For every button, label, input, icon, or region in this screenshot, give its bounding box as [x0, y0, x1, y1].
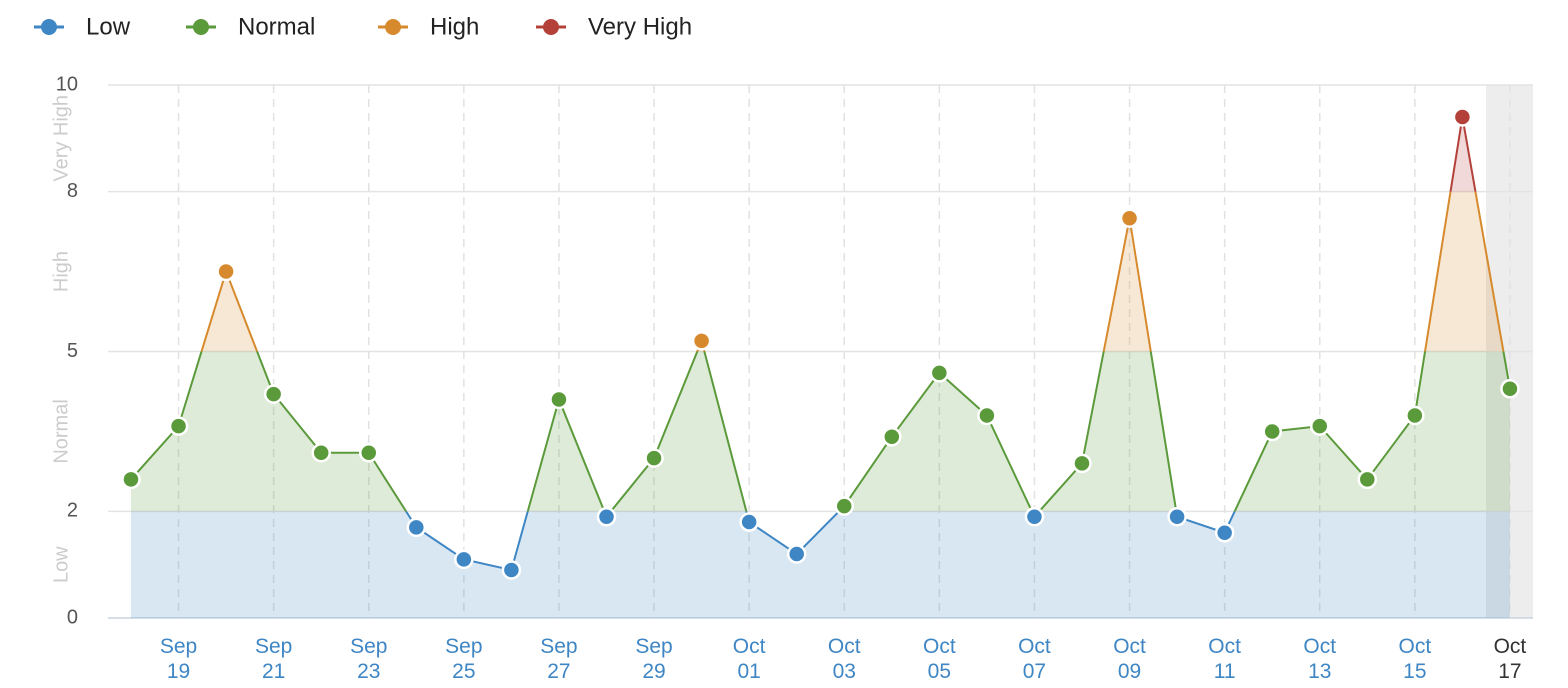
x-tick-label: Oct 05 — [923, 635, 956, 683]
point — [1072, 453, 1092, 474]
x-tick-label: Sep 19 — [159, 635, 198, 683]
y-tick-label: 10 — [56, 73, 78, 95]
level-axis-label: Low — [50, 546, 72, 583]
y-tick-label: 0 — [67, 606, 78, 628]
point — [454, 549, 474, 570]
x-tick-label: Oct 15 — [1398, 635, 1432, 683]
x-tick-label: Sep 21 — [254, 635, 293, 683]
point — [311, 443, 331, 463]
area — [131, 511, 1510, 618]
point — [121, 469, 141, 490]
point — [929, 363, 950, 383]
legend-marker — [41, 19, 57, 35]
legend-label: High — [430, 13, 479, 40]
legend-marker — [543, 19, 559, 35]
level-axis-label: High — [50, 251, 72, 292]
line — [404, 511, 1236, 572]
point — [1214, 522, 1235, 543]
x-tick-label: Sep 25 — [445, 635, 483, 683]
area — [1450, 116, 1476, 192]
level-axis-label: Normal — [50, 399, 72, 463]
point — [1119, 208, 1140, 228]
x-tick-label: Oct 07 — [1018, 635, 1051, 683]
point — [501, 560, 522, 580]
point — [1452, 107, 1473, 127]
level-axis-label: Very High — [50, 95, 72, 182]
legend-label: Low — [86, 13, 131, 40]
y-tick-label: 5 — [67, 340, 78, 362]
point — [644, 448, 664, 468]
point — [216, 261, 236, 282]
x-tick-label: Oct 01 — [732, 635, 766, 683]
x-tick-label: Oct 11 — [1208, 635, 1241, 683]
x-tick-label: Sep 27 — [540, 635, 578, 683]
point — [1024, 506, 1045, 527]
point — [786, 544, 807, 564]
point — [1167, 506, 1187, 527]
point — [596, 506, 617, 527]
legend-marker — [193, 19, 209, 35]
y-tick-label: 8 — [67, 180, 78, 202]
x-tick-label: Oct 13 — [1303, 635, 1337, 683]
point — [549, 389, 569, 410]
point — [1310, 416, 1330, 436]
point — [359, 443, 379, 463]
x-tick-label: Sep 29 — [635, 635, 673, 683]
x-tick-label: Oct 03 — [827, 635, 861, 683]
point — [1262, 421, 1282, 442]
point — [263, 384, 284, 404]
point — [977, 405, 997, 426]
point — [406, 517, 427, 538]
legend-label: Very High — [588, 13, 692, 40]
y-tick-label: 2 — [67, 500, 78, 522]
legend-marker — [385, 19, 401, 35]
point — [739, 512, 759, 532]
point — [168, 416, 189, 436]
point — [1405, 405, 1425, 426]
x-tick-label: Oct 17 — [1493, 635, 1527, 683]
point — [834, 496, 854, 516]
x-tick-label: Sep 23 — [350, 635, 388, 683]
area — [131, 351, 1510, 512]
x-tick-label: Oct 09 — [1113, 635, 1146, 683]
point — [1357, 469, 1378, 490]
point — [882, 427, 902, 447]
point — [1500, 379, 1520, 399]
legend-label: Normal — [238, 13, 315, 40]
point — [691, 331, 712, 351]
